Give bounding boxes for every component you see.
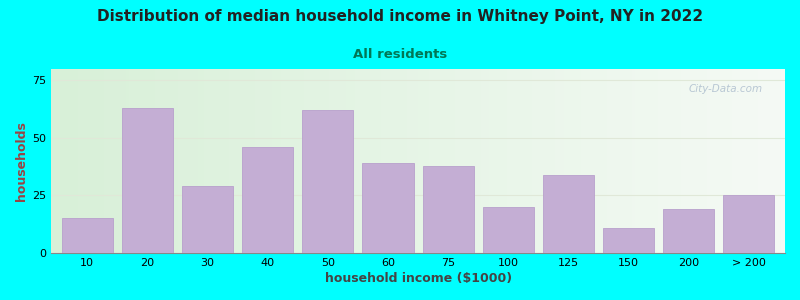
Bar (242, 147, 294, 253)
Bar (302, 110, 354, 253)
X-axis label: household income ($1000): household income ($1000) (325, 272, 512, 285)
Text: Distribution of median household income in Whitney Point, NY in 2022: Distribution of median household income … (97, 9, 703, 24)
Bar (663, 209, 714, 253)
Y-axis label: households: households (15, 121, 28, 201)
Bar (362, 163, 414, 253)
Bar (543, 175, 594, 253)
Text: City-Data.com: City-Data.com (689, 84, 763, 94)
Bar (723, 196, 774, 253)
Bar (122, 108, 173, 253)
Bar (62, 218, 113, 253)
Bar (422, 166, 474, 253)
Text: All residents: All residents (353, 48, 447, 61)
Bar (482, 207, 534, 253)
Bar (182, 186, 233, 253)
Bar (603, 228, 654, 253)
